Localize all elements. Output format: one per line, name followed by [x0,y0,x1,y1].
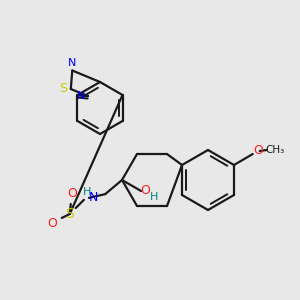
Text: O: O [47,218,57,230]
Text: O: O [140,184,150,197]
Text: H: H [150,192,158,202]
Text: S: S [59,82,67,95]
Text: N: N [77,91,85,101]
Text: H: H [83,187,91,197]
Text: N: N [68,58,76,68]
Text: N: N [89,191,99,204]
Text: S: S [65,207,74,221]
Text: O: O [67,188,77,200]
Text: O: O [253,143,263,157]
Text: CH₃: CH₃ [265,145,284,155]
